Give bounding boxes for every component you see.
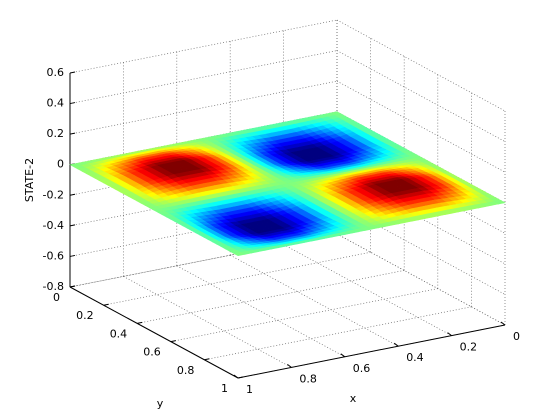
x-tick: [500, 321, 506, 326]
y-tick: [170, 340, 176, 343]
x-tick-label: 1: [246, 383, 253, 396]
grid-line: [69, 203, 338, 257]
x-tick-label: 0.2: [460, 341, 478, 354]
grid-line: [170, 288, 438, 342]
y-tick: [204, 358, 210, 361]
x-tick: [287, 363, 292, 368]
grid-line: [230, 254, 399, 347]
x-tick: [340, 353, 346, 358]
z-tick: [69, 224, 76, 227]
x-tick-label: 0.6: [353, 362, 371, 375]
z-tick: [69, 102, 76, 105]
y-tick-label: 0.2: [76, 309, 94, 322]
grid-line: [103, 251, 371, 306]
z-tick: [69, 71, 76, 74]
y-tick-label: 1: [221, 382, 228, 395]
y-tick-label: 0.4: [110, 327, 128, 340]
grid-line: [176, 265, 345, 358]
y-tick-label: 0.6: [143, 346, 161, 359]
y-axis-label: y: [157, 397, 164, 410]
y-tick: [237, 376, 244, 379]
x-tick-label: 0.8: [299, 372, 317, 385]
z-tick-label: -0.6: [43, 249, 64, 262]
y-tick-label: 0.8: [177, 364, 195, 377]
grid-line: [336, 19, 506, 112]
grid-line: [336, 203, 506, 295]
z-tick: [69, 254, 76, 257]
grid-line: [204, 306, 472, 361]
surface-patch: [232, 251, 246, 257]
y-tick: [69, 285, 76, 288]
grid-line: [69, 50, 338, 104]
x-tick: [447, 332, 452, 337]
grid-line: [137, 270, 405, 324]
grid-line: [336, 233, 506, 326]
y-tick-label: 0: [53, 291, 60, 304]
grid-line: [336, 141, 506, 234]
x-axis: [237, 324, 506, 379]
x-tick: [233, 374, 239, 379]
z-tick-label: -0.8: [43, 280, 64, 293]
z-tick-label: 0.2: [47, 127, 65, 140]
grid-line: [69, 172, 338, 227]
x-tick-label: 0: [513, 330, 520, 343]
grid-line: [336, 50, 506, 142]
z-tick: [69, 132, 76, 135]
grid-line: [123, 276, 292, 368]
x-tick-label: 0.4: [406, 351, 424, 364]
y-tick: [103, 303, 109, 306]
grid-line: [69, 233, 338, 288]
x-axis-label: x: [350, 392, 357, 405]
z-tick-label: -0.2: [43, 188, 64, 201]
z-tick-label: -0.4: [43, 219, 64, 232]
grid-line: [283, 244, 452, 336]
grid-line: [69, 19, 338, 74]
grid-line: [69, 80, 338, 135]
z-axis-label: STATE-2: [23, 158, 36, 202]
grid-line: [336, 172, 506, 265]
y-tick: [137, 321, 143, 324]
z-tick-label: 0.4: [47, 97, 65, 110]
x-tick: [393, 342, 399, 347]
z-tick-label: 0: [57, 158, 64, 171]
grid-line: [336, 80, 506, 173]
z-tick-label: 0.6: [47, 66, 65, 79]
z-tick: [69, 193, 76, 196]
y-axis: [69, 286, 239, 379]
